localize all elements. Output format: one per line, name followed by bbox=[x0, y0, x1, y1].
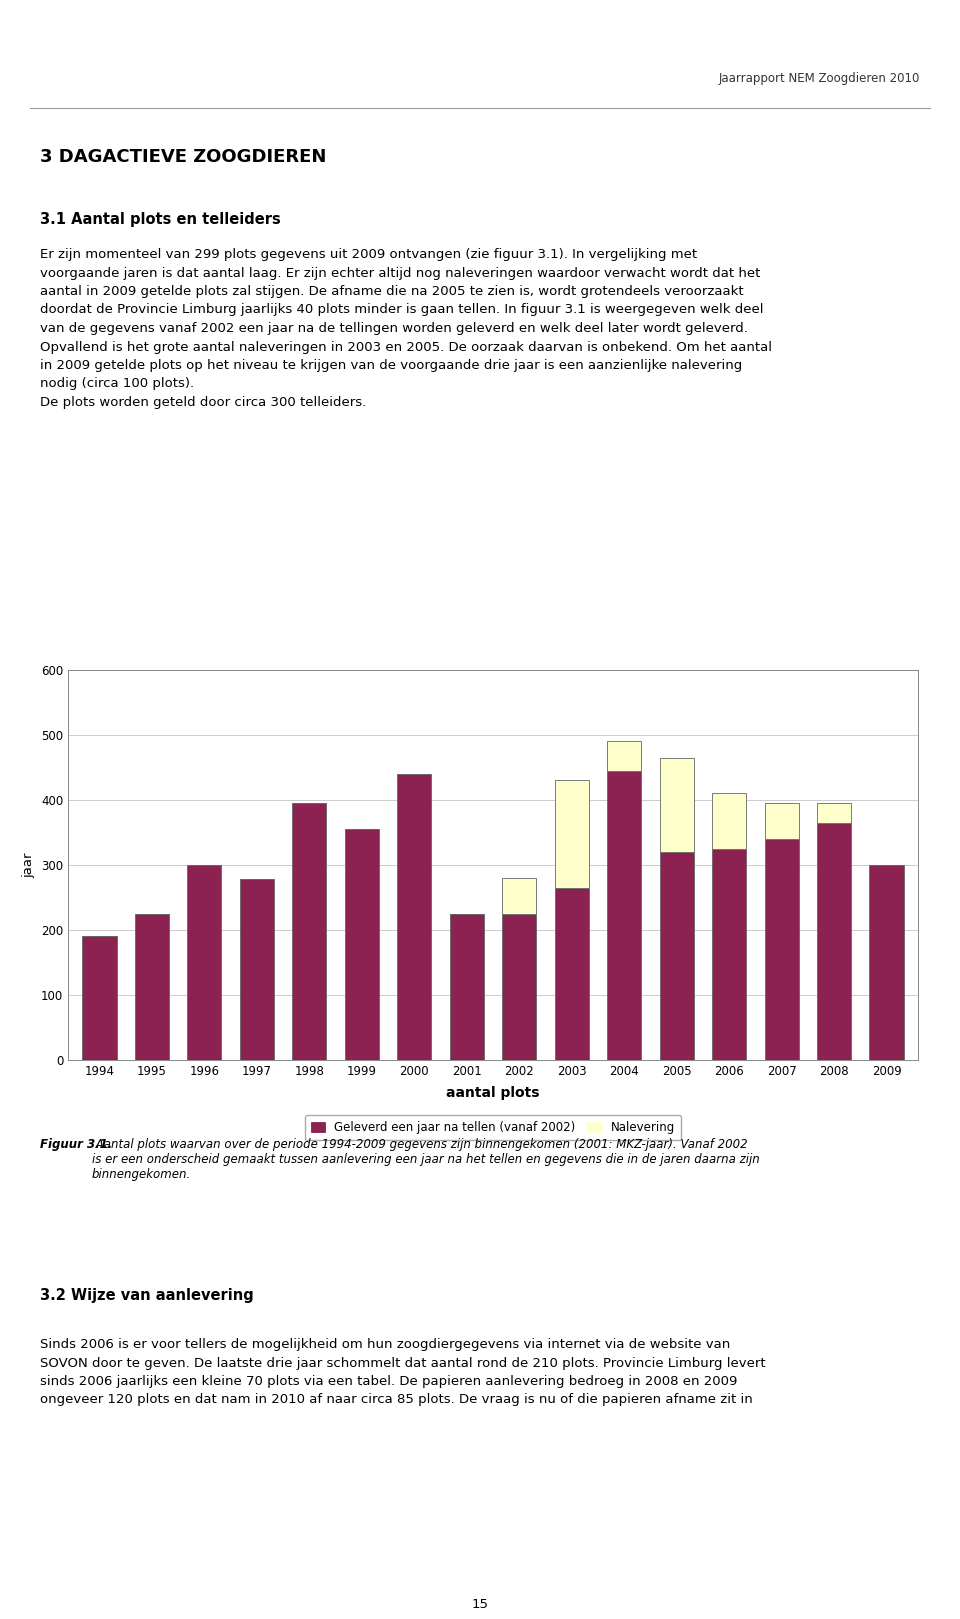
Bar bbox=[555, 887, 588, 1060]
Bar bbox=[712, 848, 746, 1060]
Bar bbox=[187, 865, 222, 1060]
Bar bbox=[712, 793, 746, 848]
Text: Er zijn momenteel van 299 plots gegevens uit 2009 ontvangen (zie figuur 3.1). In: Er zijn momenteel van 299 plots gegevens… bbox=[40, 248, 772, 410]
Bar bbox=[764, 839, 799, 1060]
Text: Jaarrapport NEM Zoogdieren 2010: Jaarrapport NEM Zoogdieren 2010 bbox=[719, 71, 920, 86]
Bar bbox=[502, 877, 537, 913]
X-axis label: aantal plots: aantal plots bbox=[446, 1086, 540, 1101]
Bar bbox=[870, 865, 903, 1060]
Bar bbox=[345, 829, 379, 1060]
Text: Aantal plots waarvan over de periode 1994-2009 gegevens zijn binnengekomen (2001: Aantal plots waarvan over de periode 199… bbox=[92, 1138, 759, 1180]
Bar bbox=[240, 879, 274, 1060]
Bar bbox=[292, 803, 326, 1060]
Bar bbox=[83, 936, 116, 1060]
Bar bbox=[555, 780, 588, 887]
Text: 3.1 Aantal plots en telleiders: 3.1 Aantal plots en telleiders bbox=[40, 212, 280, 227]
Text: 3.2 Wijze van aanlevering: 3.2 Wijze van aanlevering bbox=[40, 1289, 253, 1303]
Bar bbox=[660, 852, 694, 1060]
Bar bbox=[502, 913, 537, 1060]
Legend: Geleverd een jaar na tellen (vanaf 2002), Nalevering: Geleverd een jaar na tellen (vanaf 2002)… bbox=[305, 1115, 682, 1140]
Text: Figuur 3.1.: Figuur 3.1. bbox=[40, 1138, 112, 1151]
Bar bbox=[607, 771, 641, 1060]
Bar bbox=[817, 803, 852, 822]
Bar bbox=[135, 913, 169, 1060]
Bar bbox=[817, 822, 852, 1060]
Y-axis label: jaar: jaar bbox=[22, 852, 36, 877]
Bar bbox=[660, 758, 694, 852]
Text: Sinds 2006 is er voor tellers de mogelijkheid om hun zoogdiergegevens via intern: Sinds 2006 is er voor tellers de mogelij… bbox=[40, 1337, 766, 1407]
Bar bbox=[607, 742, 641, 771]
Bar bbox=[449, 913, 484, 1060]
Text: 3 DAGACTIEVE ZOOGDIEREN: 3 DAGACTIEVE ZOOGDIEREN bbox=[40, 147, 326, 167]
Text: 15: 15 bbox=[471, 1598, 489, 1611]
Bar bbox=[397, 774, 431, 1060]
Bar bbox=[764, 803, 799, 839]
